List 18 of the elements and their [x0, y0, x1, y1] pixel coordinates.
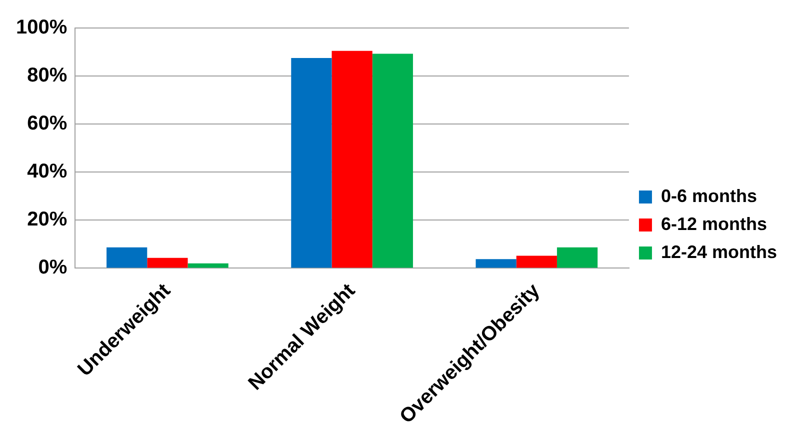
- bar: [476, 259, 516, 268]
- bar: [516, 256, 557, 268]
- bar: [556, 247, 598, 268]
- bar: [291, 58, 332, 268]
- bar: [106, 247, 148, 268]
- y-tick-label: 40%: [27, 160, 68, 183]
- bar: [188, 263, 228, 268]
- bar: [147, 258, 188, 268]
- y-tick-label: 80%: [27, 64, 68, 87]
- y-tick-label: 100%: [16, 16, 68, 39]
- y-tick-label: 60%: [27, 112, 68, 135]
- y-tick-label: 20%: [27, 208, 68, 231]
- y-tick-label: 0%: [38, 256, 68, 279]
- bar: [332, 50, 372, 268]
- bar: [372, 54, 413, 268]
- legend-label: 6-12 months: [660, 214, 767, 234]
- legend-label: 12-24 months: [660, 242, 778, 262]
- legend-label: 0-6 months: [660, 186, 757, 206]
